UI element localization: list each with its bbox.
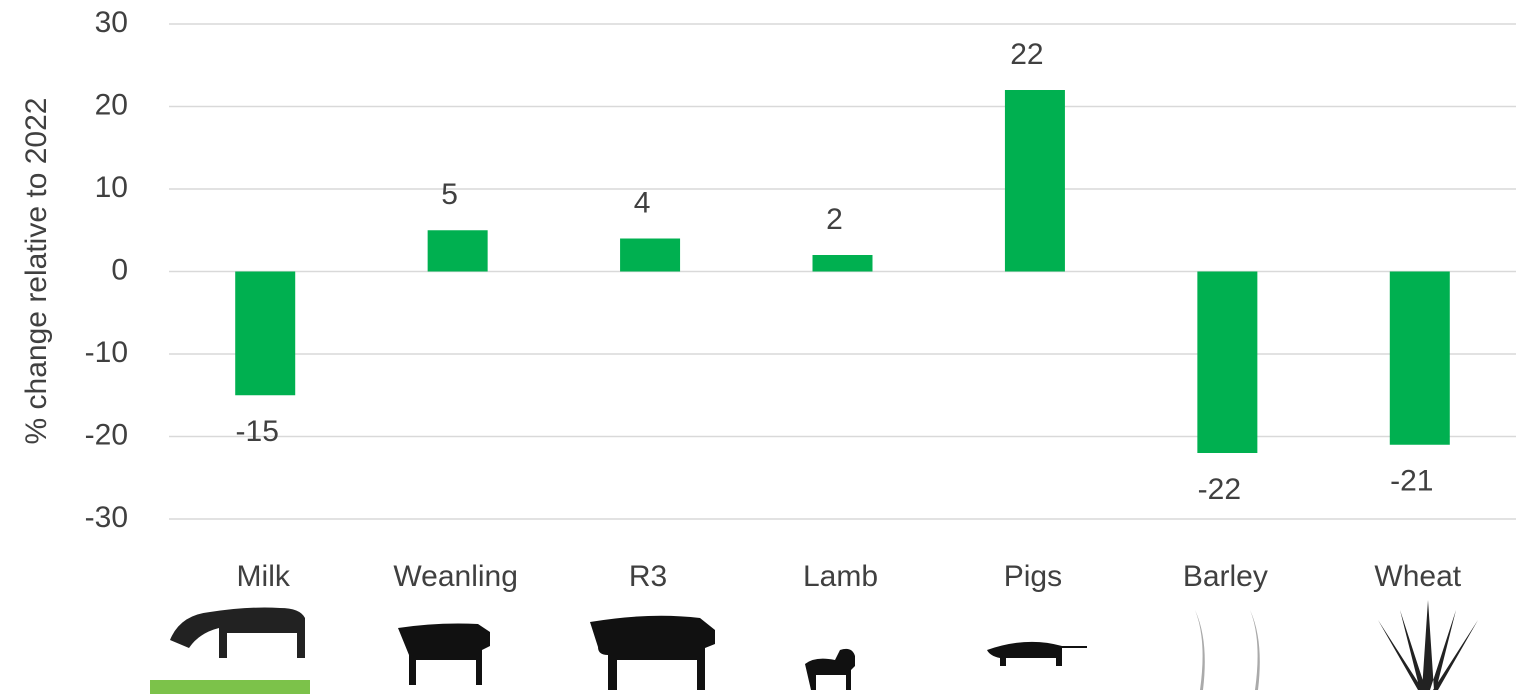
x-tick-label: Lamb xyxy=(803,560,878,593)
bar xyxy=(812,255,873,272)
x-tick-label: Pigs xyxy=(1004,560,1062,593)
y-tick-label: -30 xyxy=(85,501,128,534)
bar xyxy=(427,230,488,272)
y-tick-label: -10 xyxy=(85,336,128,369)
icon-grass xyxy=(150,680,310,694)
icon-lamb xyxy=(805,648,855,690)
data-label: 2 xyxy=(826,203,843,236)
y-tick-label: 10 xyxy=(95,171,128,204)
data-label: 5 xyxy=(441,178,458,211)
x-tick-label: R3 xyxy=(629,560,667,593)
icon-barley xyxy=(1195,610,1260,690)
data-label: 22 xyxy=(1010,38,1043,71)
x-tick-label: Barley xyxy=(1183,560,1268,593)
bar xyxy=(1389,271,1450,445)
x-tick-label: Wheat xyxy=(1374,560,1461,593)
bar xyxy=(620,238,681,272)
y-tick-label: -20 xyxy=(85,418,128,451)
data-label: -15 xyxy=(236,415,279,448)
data-label: -21 xyxy=(1390,465,1433,498)
x-tick-label: Milk xyxy=(237,560,291,593)
icon-weanling xyxy=(398,623,490,685)
y-tick-label: 20 xyxy=(95,88,128,121)
data-label: 4 xyxy=(634,186,651,219)
y-tick-label: 30 xyxy=(95,6,128,39)
x-tick-label: Weanling xyxy=(393,560,518,593)
bar xyxy=(1004,90,1065,272)
bar xyxy=(1197,271,1258,453)
icon-r3 xyxy=(590,615,715,690)
y-tick-label: 0 xyxy=(111,253,128,286)
icon-cow xyxy=(170,607,305,658)
data-label: -22 xyxy=(1198,473,1241,506)
icons xyxy=(150,600,1478,694)
bar xyxy=(235,271,296,396)
icon-wheat xyxy=(1378,600,1478,690)
icon-pig xyxy=(987,641,1087,666)
y-axis-label: % change relative to 2022 xyxy=(20,98,53,445)
